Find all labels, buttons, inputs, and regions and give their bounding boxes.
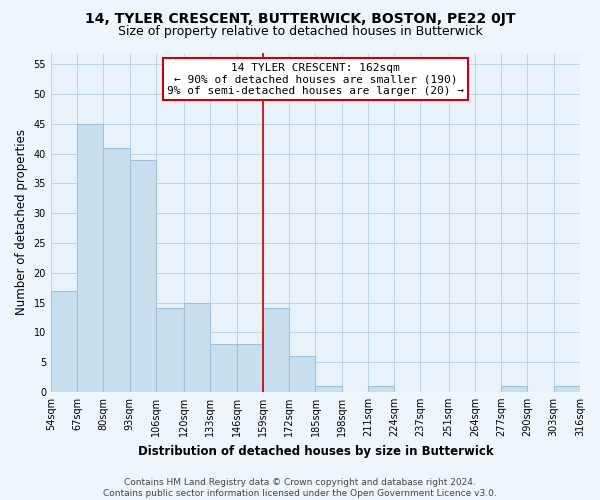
Bar [103, 148, 130, 392]
Bar [368, 386, 394, 392]
Y-axis label: Number of detached properties: Number of detached properties [15, 129, 28, 315]
Bar [237, 344, 263, 392]
Bar [501, 386, 527, 392]
Text: Size of property relative to detached houses in Butterwick: Size of property relative to detached ho… [118, 25, 482, 38]
Bar [289, 356, 316, 392]
Bar [51, 290, 77, 392]
Text: Contains HM Land Registry data © Crown copyright and database right 2024.
Contai: Contains HM Land Registry data © Crown c… [103, 478, 497, 498]
Bar [554, 386, 580, 392]
X-axis label: Distribution of detached houses by size in Butterwick: Distribution of detached houses by size … [137, 444, 493, 458]
Bar [156, 308, 184, 392]
Text: 14 TYLER CRESCENT: 162sqm
← 90% of detached houses are smaller (190)
9% of semi-: 14 TYLER CRESCENT: 162sqm ← 90% of detac… [167, 62, 464, 96]
Text: 14, TYLER CRESCENT, BUTTERWICK, BOSTON, PE22 0JT: 14, TYLER CRESCENT, BUTTERWICK, BOSTON, … [85, 12, 515, 26]
Bar [184, 302, 211, 392]
Bar [211, 344, 237, 392]
Bar [263, 308, 289, 392]
Bar [77, 124, 103, 392]
Bar [316, 386, 342, 392]
Bar [130, 160, 156, 392]
